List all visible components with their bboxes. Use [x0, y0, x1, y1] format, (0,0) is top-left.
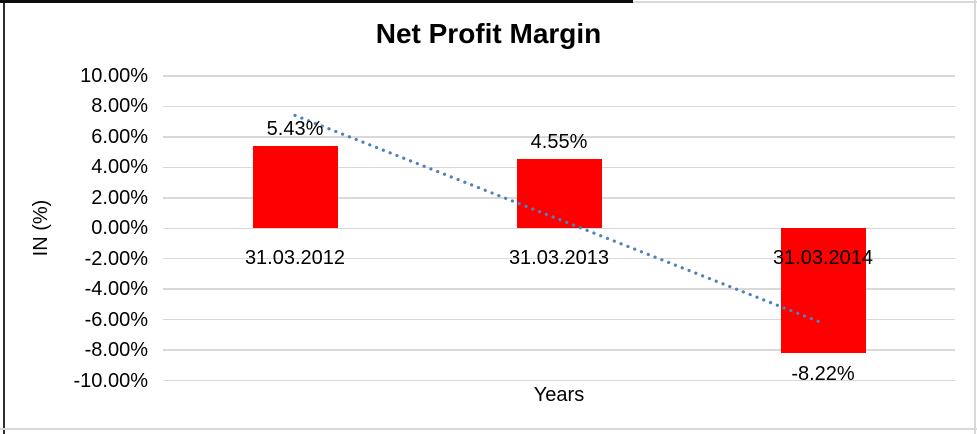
chart-title: Net Profit Margin	[375, 18, 602, 49]
gridline	[163, 379, 955, 382]
gridline	[163, 105, 955, 108]
bar-data-label: -8.22%	[791, 363, 855, 386]
x-axis-title: Years	[533, 384, 585, 406]
frame-border-top-light	[633, 1, 977, 3]
bar-data-label: 4.55%	[530, 130, 588, 153]
y-tick-label: 2.00%	[91, 186, 148, 209]
y-tick-label: 6.00%	[91, 125, 148, 148]
frame-border-left	[3, 0, 5, 434]
y-axis-title: IN (%)	[30, 199, 52, 257]
y-tick-label: 0.00%	[91, 217, 148, 240]
y-tick-label: -4.00%	[84, 278, 148, 301]
y-tick-label: -2.00%	[84, 247, 148, 270]
category-label: 31.03.2014	[772, 247, 874, 269]
y-tick-label: -6.00%	[84, 308, 148, 331]
frame-border-right	[974, 0, 976, 434]
y-tick-label: -8.00%	[84, 339, 148, 362]
y-tick-label: 8.00%	[91, 95, 148, 118]
y-tick-label: 10.00%	[80, 65, 148, 87]
gridline	[163, 75, 955, 77]
bar-data-label: 5.43%	[266, 117, 324, 140]
frame-border-top-dark	[0, 0, 633, 3]
y-tick-label: -10.00%	[73, 369, 149, 392]
category-label: 31.03.2012	[244, 247, 346, 269]
bar	[516, 158, 602, 229]
category-label: 31.03.2013	[508, 247, 610, 269]
frame-border-bottom	[0, 428, 977, 430]
y-tick-label: 4.00%	[91, 156, 148, 179]
gridline	[163, 349, 955, 351]
bar	[252, 145, 338, 229]
